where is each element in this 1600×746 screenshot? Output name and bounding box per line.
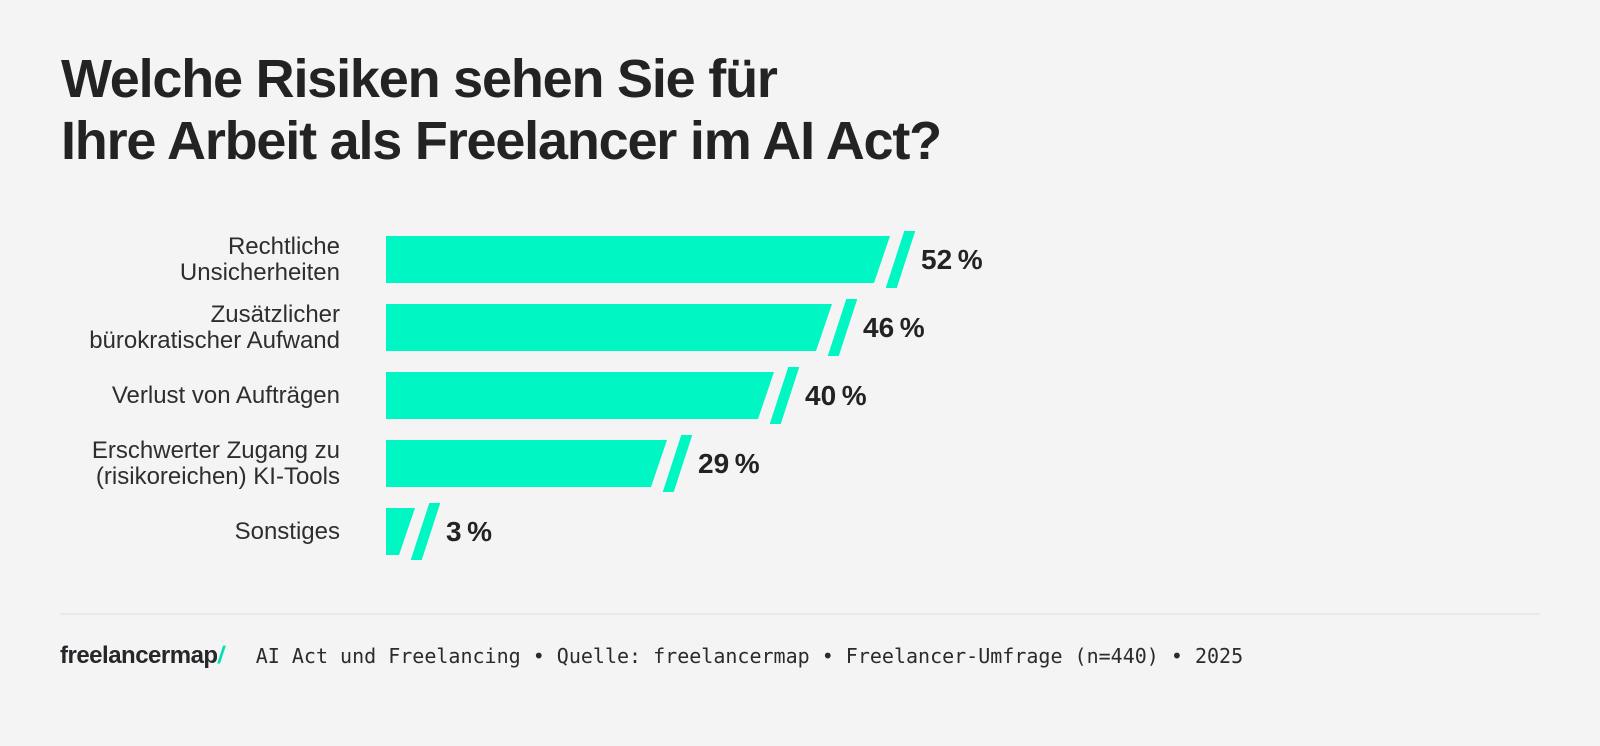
bar-category-label: Zusätzlicher bürokratischer Aufwand — [89, 300, 340, 354]
bar-value-label: 29 % — [698, 447, 760, 479]
bar-chart: Rechtliche Unsicherheiten 52 % Zusätzlic… — [60, 231, 983, 576]
bar-slash-decoration — [885, 231, 916, 288]
footer: freelancermap/ AI Act und Freelancing • … — [60, 642, 1243, 670]
page-title-line2: Ihre Arbeit als Freelancer im AI Act? — [61, 111, 942, 171]
bar-slash-decoration — [662, 435, 693, 492]
bar-value-label: 52 % — [921, 243, 983, 275]
page-title-line1: Welche Risiken sehen Sie für — [61, 49, 778, 109]
bar — [386, 236, 890, 283]
bar-slash-decoration — [410, 503, 441, 560]
bar — [386, 372, 774, 419]
bar-value-label: 46 % — [863, 311, 925, 343]
bar-row: Zusätzlicher bürokratischer Aufwand 46 % — [60, 299, 983, 356]
bar-row: Verlust von Aufträgen 40 % — [60, 367, 983, 424]
bar-category-label: Rechtliche Unsicherheiten — [179, 232, 340, 286]
bar-row: Rechtliche Unsicherheiten 52 % — [60, 231, 983, 288]
bar-category-label: Erschwerter Zugang zu (risikoreichen) KI… — [91, 436, 340, 490]
bar-category-label: Sonstiges — [234, 517, 340, 545]
bar — [386, 304, 832, 351]
bar-value-label: 40 % — [805, 379, 867, 411]
bar-slash-decoration — [827, 299, 858, 356]
logo-text: freelancermap — [60, 642, 218, 669]
bar-row: Erschwerter Zugang zu (risikoreichen) KI… — [60, 435, 983, 492]
bar-value-label: 3 % — [446, 515, 493, 547]
bar — [386, 440, 667, 487]
footer-divider — [60, 613, 1540, 615]
bar-category-label: Verlust von Aufträgen — [111, 381, 340, 409]
bar-row: Sonstiges 3 % — [60, 503, 983, 560]
bar — [386, 508, 415, 555]
page-title: Welche Risiken sehen Sie für Ihre Arbeit … — [61, 48, 942, 172]
bar-slash-decoration — [769, 367, 800, 424]
freelancermap-logo: freelancermap/ — [60, 642, 226, 670]
source-caption: AI Act und Freelancing • Quelle: freelan… — [255, 644, 1244, 668]
